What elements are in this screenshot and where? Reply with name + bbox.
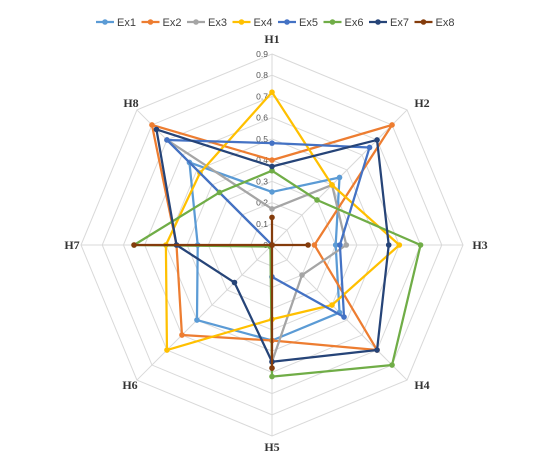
axis-label-h6: H6 bbox=[122, 378, 137, 392]
legend-swatch-marker bbox=[193, 19, 199, 25]
legend-item-ex6: Ex6 bbox=[323, 17, 364, 29]
data-point bbox=[269, 157, 275, 163]
axis-label-h1: H1 bbox=[264, 32, 279, 46]
legend-label: Ex2 bbox=[163, 17, 182, 29]
data-point bbox=[336, 174, 343, 181]
data-point bbox=[343, 242, 350, 248]
legend-swatch-marker bbox=[420, 19, 427, 25]
tick-label: 0.3 bbox=[256, 176, 268, 186]
data-point bbox=[269, 242, 275, 248]
axis-label-h8: H8 bbox=[123, 96, 138, 110]
data-point bbox=[396, 242, 403, 248]
tick-label: 0.1 bbox=[256, 219, 268, 229]
data-point bbox=[179, 332, 185, 338]
data-point bbox=[269, 140, 275, 146]
data-point bbox=[164, 137, 170, 143]
radial-tick-labels: 00.10.20.30.40.50.60.70.80.9 bbox=[256, 49, 268, 250]
axis-label-h3: H3 bbox=[472, 238, 487, 252]
data-point bbox=[332, 242, 339, 248]
data-point bbox=[389, 122, 395, 128]
data-point bbox=[305, 242, 311, 248]
data-point bbox=[329, 182, 335, 188]
data-point bbox=[366, 144, 373, 151]
legend: Ex1 Ex2 Ex3 Ex4 Ex5 Ex6 Ex7 Ex8 bbox=[96, 17, 454, 29]
data-point bbox=[269, 365, 275, 371]
data-point bbox=[389, 362, 395, 368]
data-point bbox=[269, 214, 275, 221]
data-point bbox=[337, 242, 343, 248]
data-point bbox=[269, 373, 275, 380]
legend-swatch-marker bbox=[329, 19, 336, 25]
legend-label: Ex5 bbox=[299, 17, 318, 29]
data-point bbox=[269, 206, 275, 212]
data-point bbox=[311, 242, 318, 248]
legend-item-ex3: Ex3 bbox=[187, 17, 227, 29]
data-point bbox=[385, 242, 392, 248]
data-point bbox=[314, 197, 320, 203]
data-point bbox=[341, 314, 347, 320]
legend-swatch-marker bbox=[284, 19, 290, 25]
legend-label: Ex3 bbox=[208, 17, 227, 29]
series-layer bbox=[131, 89, 424, 380]
axis-spoke bbox=[136, 244, 273, 381]
legend-swatch-marker bbox=[102, 19, 108, 25]
data-point bbox=[149, 122, 155, 128]
data-point bbox=[269, 163, 275, 170]
data-point bbox=[417, 242, 424, 248]
axis-label-h5: H5 bbox=[264, 440, 279, 454]
legend-item-ex8: Ex8 bbox=[414, 17, 455, 29]
legend-item-ex4: Ex4 bbox=[232, 17, 273, 29]
tick-label: 0.8 bbox=[256, 70, 268, 80]
legend-item-ex2: Ex2 bbox=[141, 17, 182, 29]
legend-item-ex1: Ex1 bbox=[96, 17, 136, 29]
tick-label: 0.9 bbox=[256, 49, 268, 59]
data-point bbox=[269, 167, 275, 174]
legend-label: Ex6 bbox=[345, 17, 364, 29]
data-point bbox=[329, 302, 335, 308]
series-line bbox=[132, 216, 310, 370]
legend-label: Ex8 bbox=[436, 17, 455, 29]
tick-label: 0.6 bbox=[256, 113, 268, 123]
data-point bbox=[216, 189, 223, 196]
axis-label-h4: H4 bbox=[414, 378, 429, 392]
legend-item-ex5: Ex5 bbox=[278, 17, 318, 29]
data-point bbox=[269, 189, 275, 195]
legend-swatch-marker bbox=[147, 19, 154, 25]
data-point bbox=[299, 272, 305, 278]
data-point bbox=[374, 137, 380, 143]
legend-label: Ex1 bbox=[117, 17, 136, 29]
data-point bbox=[194, 317, 200, 323]
axis-labels: H1 H2 H3 H4 H5 H6 H7 H8 bbox=[64, 32, 487, 454]
legend-label: Ex7 bbox=[390, 17, 409, 29]
tick-label: 0.5 bbox=[256, 134, 268, 144]
data-point bbox=[153, 126, 160, 133]
data-point bbox=[269, 89, 275, 95]
series-ex8 bbox=[131, 214, 311, 371]
legend-label: Ex4 bbox=[254, 17, 273, 29]
axis-label-h2: H2 bbox=[414, 96, 429, 110]
tick-label: 0.4 bbox=[256, 155, 268, 165]
data-point bbox=[164, 347, 170, 353]
legend-swatch-marker bbox=[375, 19, 381, 25]
legend-swatch-marker bbox=[238, 19, 245, 25]
data-point bbox=[131, 242, 137, 248]
data-point bbox=[374, 347, 380, 353]
axis-label-h7: H7 bbox=[64, 238, 79, 252]
data-point bbox=[231, 279, 238, 286]
legend-item-ex7: Ex7 bbox=[369, 17, 409, 29]
tick-label: 0.7 bbox=[256, 91, 268, 101]
